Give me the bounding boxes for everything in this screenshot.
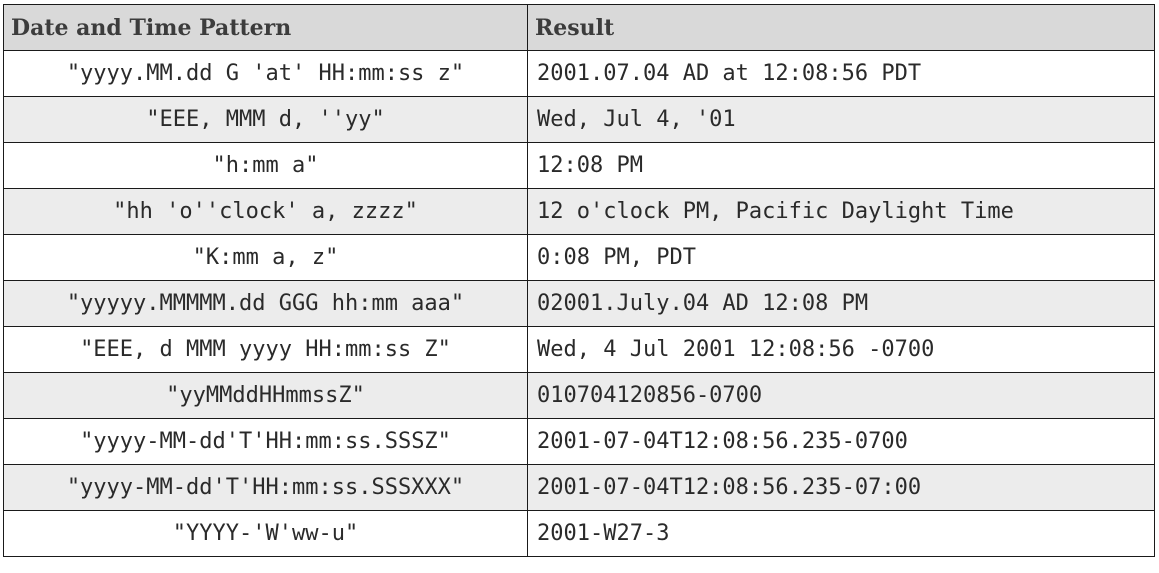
table-row: "hh 'o''clock' a, zzzz" 12 o'clock PM, P… (3, 188, 1155, 235)
result-cell: 2001-07-04T12:08:56.235-0700 (527, 418, 1155, 465)
result-cell: 0:08 PM, PDT (527, 234, 1155, 281)
table-row: "EEE, d MMM yyyy HH:mm:ss Z" Wed, 4 Jul … (3, 326, 1155, 373)
pattern-table-container: Date and Time Pattern Result "yyyy.MM.dd… (3, 4, 1155, 570)
result-cell: 2001.07.04 AD at 12:08:56 PDT (527, 50, 1155, 97)
pattern-cell: "yyyyy.MMMMM.dd GGG hh:mm aaa" (3, 280, 528, 327)
result-cell: Wed, 4 Jul 2001 12:08:56 -0700 (527, 326, 1155, 373)
result-cell: 2001-07-04T12:08:56.235-07:00 (527, 464, 1155, 511)
pattern-cell: "hh 'o''clock' a, zzzz" (3, 188, 528, 235)
result-cell: 2001-W27-3 (527, 510, 1155, 557)
pattern-cell: "EEE, MMM d, ''yy" (3, 96, 528, 143)
table-row: "K:mm a, z" 0:08 PM, PDT (3, 234, 1155, 281)
pattern-cell: "yyyy-MM-dd'T'HH:mm:ss.SSSXXX" (3, 464, 528, 511)
table-row: "yyyyy.MMMMM.dd GGG hh:mm aaa" 02001.Jul… (3, 280, 1155, 327)
table-row: "h:mm a" 12:08 PM (3, 142, 1155, 189)
result-cell: 02001.July.04 AD 12:08 PM (527, 280, 1155, 327)
result-cell: 12:08 PM (527, 142, 1155, 189)
result-cell: 010704120856-0700 (527, 372, 1155, 419)
table-row: "yyyy-MM-dd'T'HH:mm:ss.SSSXXX" 2001-07-0… (3, 464, 1155, 511)
pattern-cell: "K:mm a, z" (3, 234, 528, 281)
date-time-pattern-table: Date and Time Pattern Result "yyyy.MM.dd… (3, 4, 1155, 557)
pattern-cell: "EEE, d MMM yyyy HH:mm:ss Z" (3, 326, 528, 373)
table-row: "EEE, MMM d, ''yy" Wed, Jul 4, '01 (3, 96, 1155, 143)
result-cell: 12 o'clock PM, Pacific Daylight Time (527, 188, 1155, 235)
pattern-cell: "h:mm a" (3, 142, 528, 189)
result-cell: Wed, Jul 4, '01 (527, 96, 1155, 143)
header-pattern: Date and Time Pattern (3, 4, 528, 51)
header-result: Result (527, 4, 1155, 51)
pattern-cell: "yyMMddHHmmssZ" (3, 372, 528, 419)
table-row: "YYYY-'W'ww-u" 2001-W27-3 (3, 510, 1155, 557)
table-row: "yyyy.MM.dd G 'at' HH:mm:ss z" 2001.07.0… (3, 50, 1155, 97)
table-row: "yyMMddHHmmssZ" 010704120856-0700 (3, 372, 1155, 419)
pattern-cell: "yyyy.MM.dd G 'at' HH:mm:ss z" (3, 50, 528, 97)
pattern-cell: "YYYY-'W'ww-u" (3, 510, 528, 557)
table-header-row: Date and Time Pattern Result (3, 4, 1155, 51)
table-row: "yyyy-MM-dd'T'HH:mm:ss.SSSZ" 2001-07-04T… (3, 418, 1155, 465)
pattern-cell: "yyyy-MM-dd'T'HH:mm:ss.SSSZ" (3, 418, 528, 465)
